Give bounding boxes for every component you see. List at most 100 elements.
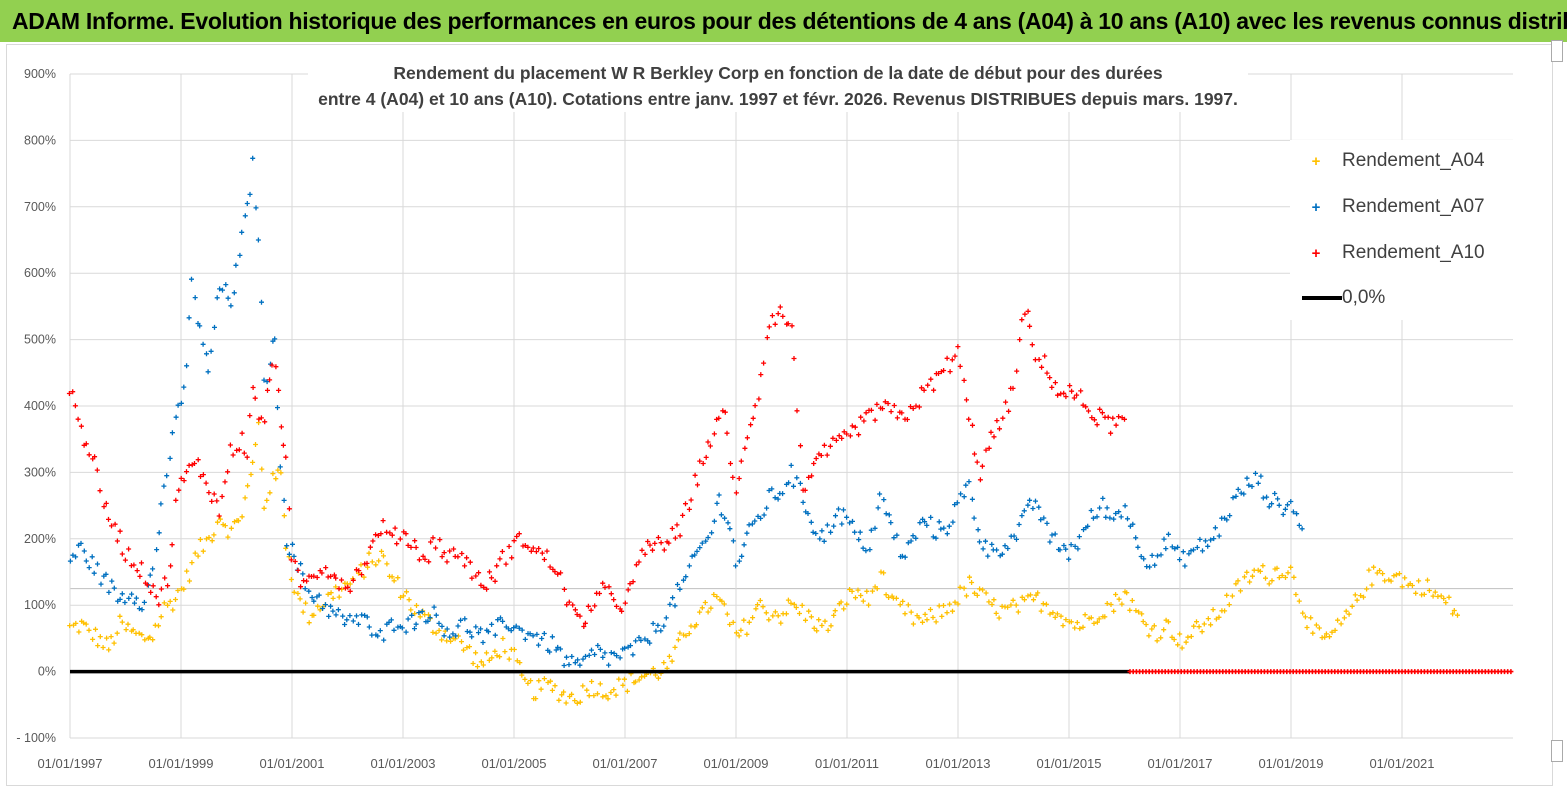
point-a04 bbox=[741, 617, 747, 623]
point-a10 bbox=[979, 463, 985, 469]
point-a10 bbox=[608, 591, 614, 597]
point-a10 bbox=[345, 584, 351, 590]
point-a07 bbox=[1172, 546, 1178, 552]
chart-title-line2: entre 4 (A04) et 10 ans (A10). Cotations… bbox=[318, 89, 1238, 109]
point-a10 bbox=[764, 335, 770, 341]
point-a04 bbox=[1269, 578, 1275, 584]
point-a07 bbox=[780, 491, 786, 497]
point-a04 bbox=[1235, 578, 1241, 584]
point-a04 bbox=[636, 677, 642, 683]
point-a07 bbox=[1021, 508, 1027, 514]
point-a10 bbox=[991, 434, 997, 440]
point-a07 bbox=[136, 606, 142, 612]
point-a04 bbox=[275, 467, 281, 473]
point-a07 bbox=[436, 620, 442, 626]
point-a07 bbox=[1224, 517, 1230, 523]
point-a07 bbox=[813, 531, 819, 536]
x-tick-label: 01/01/2009 bbox=[703, 756, 768, 771]
point-a07 bbox=[1191, 547, 1196, 553]
point-a04 bbox=[76, 629, 82, 635]
point-a07 bbox=[749, 521, 755, 527]
point-a10 bbox=[1122, 416, 1127, 422]
point-a04 bbox=[114, 630, 120, 636]
point-a04 bbox=[1188, 634, 1194, 639]
point-a10 bbox=[798, 443, 803, 449]
point-a07 bbox=[950, 519, 956, 525]
point-a04 bbox=[1341, 615, 1347, 621]
point-a10 bbox=[925, 382, 931, 388]
point-a10 bbox=[630, 579, 636, 585]
point-a07 bbox=[933, 535, 939, 541]
point-a04 bbox=[333, 584, 339, 590]
point-a04 bbox=[197, 537, 203, 542]
point-a04 bbox=[1013, 602, 1019, 608]
point-a04 bbox=[467, 644, 472, 650]
point-a10 bbox=[824, 452, 830, 458]
point-a07 bbox=[1275, 496, 1281, 502]
point-a04 bbox=[1191, 623, 1197, 629]
point-a04 bbox=[494, 653, 500, 659]
point-a10 bbox=[555, 571, 561, 577]
point-a10 bbox=[403, 531, 409, 537]
point-a07 bbox=[197, 323, 203, 329]
point-a04 bbox=[86, 627, 92, 633]
point-a04 bbox=[549, 687, 555, 693]
point-a07 bbox=[1290, 509, 1296, 515]
point-a04 bbox=[964, 593, 969, 599]
point-a07 bbox=[1057, 547, 1063, 553]
point-a10 bbox=[1116, 414, 1122, 420]
point-a10 bbox=[888, 409, 894, 415]
point-a07 bbox=[561, 663, 567, 668]
point-a07 bbox=[223, 282, 229, 288]
point-a10 bbox=[761, 360, 767, 366]
point-a07 bbox=[154, 547, 160, 553]
point-a04 bbox=[1177, 631, 1183, 637]
point-a10 bbox=[830, 435, 836, 441]
point-a04 bbox=[414, 603, 419, 608]
point-a04 bbox=[1022, 597, 1027, 603]
point-a04 bbox=[170, 607, 176, 613]
point-a10 bbox=[574, 612, 580, 617]
point-a10 bbox=[983, 447, 989, 453]
point-a07 bbox=[1103, 514, 1109, 520]
point-a04 bbox=[989, 602, 995, 607]
point-a10 bbox=[112, 521, 118, 527]
point-a10 bbox=[211, 491, 217, 497]
point-a10 bbox=[588, 607, 594, 613]
point-a04 bbox=[841, 606, 847, 612]
point-a04 bbox=[250, 459, 256, 465]
point-a04 bbox=[1031, 597, 1036, 603]
x-tick-label: 01/01/1997 bbox=[37, 756, 102, 771]
point-a10 bbox=[66, 391, 72, 396]
chart-resize-handle-bottom[interactable] bbox=[1551, 740, 1563, 762]
point-a07 bbox=[1030, 506, 1036, 511]
point-a04 bbox=[173, 597, 178, 602]
point-a07 bbox=[1227, 513, 1233, 519]
point-a04 bbox=[1247, 579, 1253, 585]
x-tick-label: 01/01/2003 bbox=[370, 756, 435, 771]
point-a07 bbox=[539, 636, 545, 641]
point-a07 bbox=[342, 622, 348, 627]
point-a10 bbox=[478, 582, 484, 588]
point-a04 bbox=[1443, 600, 1449, 606]
point-a10 bbox=[323, 565, 329, 571]
point-a07 bbox=[692, 552, 698, 558]
point-a07 bbox=[1158, 552, 1164, 558]
point-a10 bbox=[1042, 353, 1048, 359]
point-a07 bbox=[328, 603, 334, 609]
point-a07 bbox=[622, 645, 628, 651]
point-a10 bbox=[1094, 422, 1100, 428]
point-a10 bbox=[258, 415, 264, 421]
chart-resize-handle-top[interactable] bbox=[1551, 40, 1563, 62]
point-a10 bbox=[794, 408, 800, 414]
point-a10 bbox=[910, 406, 916, 411]
point-a10 bbox=[514, 534, 520, 539]
point-a04 bbox=[734, 630, 739, 636]
point-a07 bbox=[828, 529, 834, 535]
point-a10 bbox=[192, 461, 197, 466]
point-a10 bbox=[158, 586, 164, 592]
point-a04 bbox=[222, 523, 228, 529]
point-a04 bbox=[1316, 625, 1322, 631]
point-a04 bbox=[150, 637, 156, 643]
point-a07 bbox=[1100, 495, 1106, 501]
